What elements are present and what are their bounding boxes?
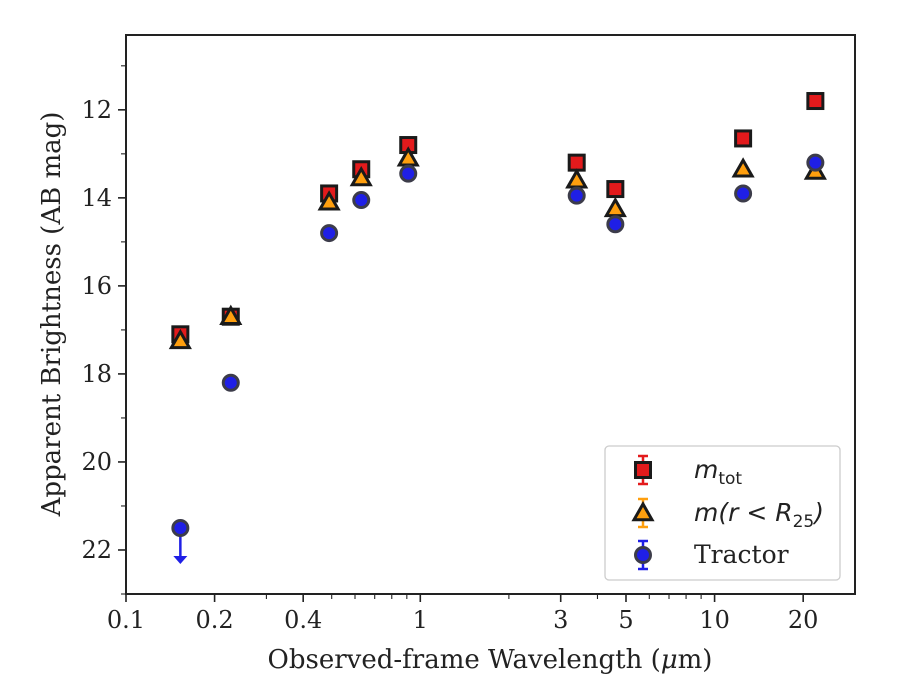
legend-label: m(r < R25) bbox=[694, 498, 824, 532]
m-r25-point bbox=[317, 190, 341, 211]
x-tick-label: 20 bbox=[788, 606, 819, 634]
tractor-point bbox=[734, 184, 753, 203]
legend-marker bbox=[631, 500, 655, 522]
tick-layer: 0.1 0.2 0.4 1 3 5 10 20 12 14 16 18 20 22 bbox=[81, 65, 819, 634]
y-tick-label: 16 bbox=[81, 272, 112, 300]
series-2 bbox=[168, 146, 827, 350]
plot-frame bbox=[125, 34, 856, 595]
legend-label: Tractor bbox=[694, 540, 789, 569]
x-tick-label: 10 bbox=[699, 606, 730, 634]
x-tick-label: 3 bbox=[553, 606, 568, 634]
legend-marker bbox=[634, 546, 652, 564]
tractor-point bbox=[221, 373, 240, 392]
x-tick-label: 1 bbox=[413, 606, 428, 634]
tractor-point bbox=[352, 191, 371, 210]
m-r25-point bbox=[349, 166, 373, 187]
m-r25-point bbox=[565, 168, 589, 189]
legend: mtot m(r < R25) Tractor bbox=[604, 445, 841, 581]
tractor-point bbox=[399, 164, 418, 183]
y-tick-label: 12 bbox=[81, 96, 112, 124]
m-r25-point bbox=[168, 328, 192, 350]
y-tick-label: 14 bbox=[81, 184, 112, 212]
x-tick-label: 0.1 bbox=[107, 606, 145, 634]
x-tick-label: 0.4 bbox=[284, 606, 322, 634]
legend-marker bbox=[634, 461, 652, 479]
upper-limit-arrowhead bbox=[173, 555, 188, 564]
tractor-point bbox=[606, 215, 625, 234]
y-tick-label: 18 bbox=[81, 360, 112, 388]
m-tot-point bbox=[806, 92, 825, 111]
m-r25-point bbox=[603, 196, 627, 218]
tractor-point bbox=[806, 153, 825, 172]
legend-label: mtot bbox=[694, 455, 742, 489]
marks-layer bbox=[168, 92, 827, 564]
x-axis-label: Observed-frame Wavelength (μm) bbox=[268, 645, 713, 675]
y-tick-label: 20 bbox=[81, 448, 112, 476]
m-r25-point bbox=[219, 304, 243, 325]
series-3 bbox=[171, 153, 825, 564]
m-r25-point bbox=[731, 157, 755, 178]
tractor-point bbox=[567, 186, 586, 205]
x-tick-label: 0.2 bbox=[196, 606, 234, 634]
tractor-point bbox=[171, 518, 190, 537]
y-tick-label: 22 bbox=[81, 536, 112, 564]
m-tot-point bbox=[567, 153, 586, 172]
tractor-point bbox=[320, 224, 339, 243]
y-axis-label: Apparent Brightness (AB mag) bbox=[37, 112, 67, 518]
series-1 bbox=[171, 92, 825, 344]
m-tot-point bbox=[734, 129, 753, 148]
m-tot-point bbox=[606, 180, 625, 199]
legend-box bbox=[604, 445, 841, 581]
x-tick-label: 5 bbox=[618, 606, 633, 634]
